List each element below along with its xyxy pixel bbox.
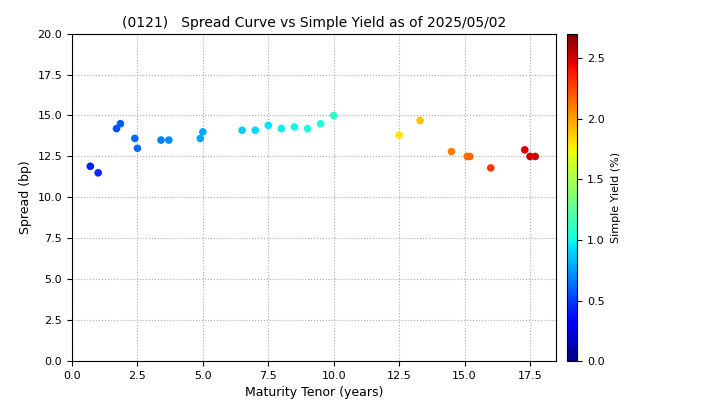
- Point: [156, 136, 167, 143]
- Point: [84, 163, 96, 170]
- Y-axis label: Simple Yield (%): Simple Yield (%): [611, 152, 621, 243]
- Point: [414, 117, 426, 124]
- Point: [163, 136, 174, 143]
- Point: [519, 147, 531, 153]
- Point: [302, 125, 313, 132]
- Point: [92, 169, 104, 176]
- Point: [446, 148, 457, 155]
- Point: [393, 132, 405, 139]
- Point: [529, 153, 541, 160]
- Point: [289, 123, 300, 130]
- Point: [129, 135, 140, 142]
- Point: [114, 120, 126, 127]
- Point: [263, 122, 274, 129]
- Point: [249, 127, 261, 134]
- Point: [132, 145, 143, 152]
- Point: [485, 165, 497, 171]
- Point: [197, 129, 209, 135]
- Point: [236, 127, 248, 134]
- X-axis label: Maturity Tenor (years): Maturity Tenor (years): [245, 386, 383, 399]
- Point: [315, 120, 326, 127]
- Point: [194, 135, 206, 142]
- Point: [464, 153, 476, 160]
- Point: [328, 112, 340, 119]
- Point: [524, 153, 536, 160]
- Point: [111, 125, 122, 132]
- Y-axis label: Spread (bp): Spread (bp): [19, 160, 32, 234]
- Point: [276, 125, 287, 132]
- Title: (0121)   Spread Curve vs Simple Yield as of 2025/05/02: (0121) Spread Curve vs Simple Yield as o…: [122, 16, 506, 30]
- Point: [462, 153, 473, 160]
